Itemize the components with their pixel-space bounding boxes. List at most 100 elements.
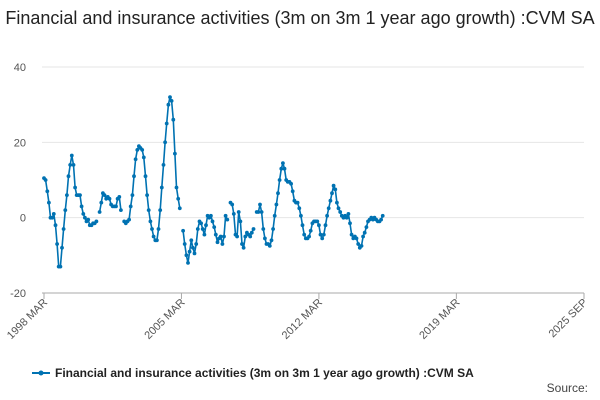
- data-point[interactable]: [148, 219, 153, 224]
- data-point[interactable]: [150, 227, 154, 231]
- data-point[interactable]: [97, 210, 102, 214]
- data-point[interactable]: [86, 217, 91, 222]
- data-point[interactable]: [267, 244, 272, 248]
- data-point[interactable]: [348, 221, 352, 226]
- data-point[interactable]: [328, 198, 333, 203]
- data-point[interactable]: [274, 202, 279, 207]
- data-point[interactable]: [302, 232, 307, 237]
- data-point[interactable]: [297, 206, 302, 211]
- data-point[interactable]: [251, 227, 256, 231]
- data-point[interactable]: [323, 223, 328, 228]
- data-point[interactable]: [163, 140, 168, 145]
- data-point[interactable]: [81, 212, 86, 216]
- data-point[interactable]: [53, 223, 58, 228]
- data-point[interactable]: [290, 189, 295, 194]
- data-point[interactable]: [43, 178, 48, 182]
- data-point[interactable]: [189, 238, 194, 243]
- data-point[interactable]: [272, 213, 277, 218]
- data-point[interactable]: [79, 204, 84, 209]
- data-point[interactable]: [58, 264, 63, 269]
- data-point[interactable]: [220, 242, 225, 246]
- data-point[interactable]: [269, 238, 274, 243]
- data-point[interactable]: [195, 227, 200, 231]
- data-point[interactable]: [261, 227, 266, 231]
- data-point[interactable]: [361, 234, 365, 239]
- data-point[interactable]: [295, 200, 300, 205]
- data-point[interactable]: [326, 206, 331, 211]
- data-point[interactable]: [321, 232, 326, 237]
- data-point[interactable]: [215, 240, 220, 245]
- data-point[interactable]: [102, 193, 107, 198]
- legend[interactable]: Financial and insurance activities (3m o…: [32, 366, 474, 380]
- data-point[interactable]: [177, 206, 182, 211]
- data-point[interactable]: [69, 153, 74, 158]
- data-point[interactable]: [212, 225, 217, 230]
- data-point[interactable]: [240, 242, 244, 246]
- data-point[interactable]: [210, 219, 215, 224]
- data-point[interactable]: [140, 148, 145, 152]
- data-point[interactable]: [107, 196, 112, 201]
- data-point[interactable]: [164, 121, 169, 126]
- data-point[interactable]: [289, 181, 293, 186]
- data-point[interactable]: [276, 191, 280, 196]
- data-point[interactable]: [248, 234, 253, 239]
- data-point[interactable]: [235, 234, 240, 239]
- data-point[interactable]: [258, 202, 262, 207]
- data-point[interactable]: [132, 174, 136, 179]
- data-point[interactable]: [191, 245, 195, 250]
- data-point[interactable]: [243, 234, 248, 239]
- data-point[interactable]: [83, 215, 87, 220]
- data-point[interactable]: [135, 148, 140, 152]
- data-point[interactable]: [271, 227, 275, 231]
- data-point[interactable]: [230, 202, 235, 207]
- data-point[interactable]: [141, 155, 146, 160]
- data-point[interactable]: [320, 236, 325, 241]
- data-point[interactable]: [204, 223, 208, 228]
- data-point[interactable]: [65, 193, 69, 198]
- data-point[interactable]: [168, 95, 172, 99]
- data-point[interactable]: [63, 208, 68, 213]
- data-point[interactable]: [281, 161, 285, 166]
- series-markers[interactable]: [42, 95, 385, 269]
- data-point[interactable]: [143, 174, 148, 179]
- data-point[interactable]: [213, 232, 218, 237]
- data-point[interactable]: [259, 210, 264, 214]
- data-point[interactable]: [223, 213, 228, 218]
- data-point[interactable]: [317, 223, 321, 228]
- data-point[interactable]: [158, 208, 163, 213]
- data-point[interactable]: [346, 212, 351, 216]
- data-point[interactable]: [156, 227, 161, 231]
- data-point[interactable]: [151, 234, 156, 239]
- data-point[interactable]: [349, 232, 354, 237]
- data-point[interactable]: [256, 210, 261, 214]
- data-point[interactable]: [184, 253, 189, 258]
- data-point[interactable]: [174, 185, 179, 190]
- data-point[interactable]: [218, 234, 223, 239]
- data-point[interactable]: [127, 217, 131, 222]
- data-point[interactable]: [335, 200, 339, 205]
- data-point[interactable]: [282, 166, 287, 171]
- data-point[interactable]: [155, 238, 159, 243]
- data-point[interactable]: [364, 225, 369, 230]
- data-point[interactable]: [161, 163, 166, 167]
- data-point[interactable]: [47, 200, 51, 205]
- data-point[interactable]: [61, 227, 66, 231]
- data-point[interactable]: [186, 261, 190, 265]
- data-point[interactable]: [182, 242, 187, 246]
- data-point[interactable]: [318, 232, 323, 237]
- data-point[interactable]: [171, 117, 176, 122]
- data-point[interactable]: [146, 208, 151, 213]
- data-point[interactable]: [325, 213, 329, 218]
- data-point[interactable]: [159, 185, 164, 190]
- data-point[interactable]: [114, 204, 118, 209]
- data-point[interactable]: [356, 242, 361, 246]
- data-point[interactable]: [78, 193, 82, 198]
- data-point[interactable]: [117, 195, 122, 199]
- data-point[interactable]: [354, 236, 359, 241]
- data-point[interactable]: [279, 166, 284, 171]
- data-point[interactable]: [94, 219, 99, 224]
- data-point[interactable]: [128, 204, 133, 209]
- data-point[interactable]: [181, 228, 186, 233]
- data-point[interactable]: [241, 245, 246, 250]
- data-point[interactable]: [145, 193, 150, 198]
